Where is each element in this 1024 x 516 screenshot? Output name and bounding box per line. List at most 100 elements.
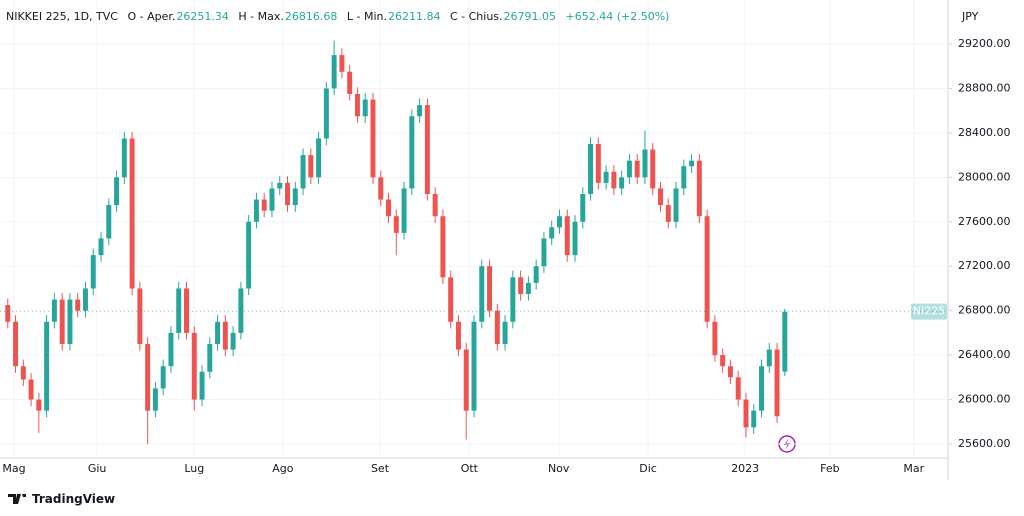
candle-body [549, 227, 555, 239]
candle-body [20, 366, 26, 380]
candle-body [277, 182, 283, 189]
candle-body [114, 177, 120, 206]
x-tick-label: 2023 [731, 462, 759, 475]
candle-body [572, 221, 578, 256]
candle-body [261, 199, 267, 211]
candle-body [595, 144, 601, 183]
candle-body [5, 305, 11, 322]
candle-body [323, 88, 329, 139]
candle-body [463, 349, 469, 411]
y-tick-label: 28400.00 [958, 126, 1011, 139]
candle-body [751, 410, 757, 428]
candle-body [238, 288, 244, 333]
candle-body [735, 377, 741, 400]
candle-body [611, 171, 617, 189]
candle-body [44, 321, 50, 411]
brand-text: TradingView [32, 492, 116, 506]
candle-body [673, 188, 679, 222]
candle-body [191, 332, 197, 400]
candle-body [417, 105, 423, 117]
candle-body [471, 321, 477, 411]
x-tick-label: Feb [820, 462, 839, 475]
candle-body [479, 266, 485, 322]
x-tick-label: Giu [88, 462, 107, 475]
candle-body [603, 171, 609, 183]
ohlc-label: H - Max. [238, 10, 284, 23]
x-tick-label: Ott [461, 462, 479, 475]
ohlc-value: 26251.34 [176, 10, 229, 23]
candle-body [75, 299, 81, 311]
candle-body [331, 55, 337, 89]
y-unit: JPY [961, 10, 979, 23]
candle-body [487, 266, 493, 311]
candle-body [782, 311, 788, 372]
candle-body [766, 349, 772, 367]
x-tick-label: Ago [272, 462, 294, 475]
candle-body [393, 216, 399, 233]
ohlc-value: 26816.68 [284, 10, 338, 23]
candle-body [658, 188, 663, 206]
x-tick-label: Dic [639, 462, 657, 475]
candle-body [160, 366, 166, 389]
x-tick-label: Lug [184, 462, 204, 475]
candle-body [362, 99, 368, 117]
candle-body [98, 238, 104, 256]
candle-body [510, 277, 516, 322]
candle-body [129, 138, 135, 289]
candle-body [285, 182, 290, 206]
change: +652.44 (+2.50%) [565, 10, 670, 23]
candle-body [292, 188, 298, 206]
candle-body [455, 321, 461, 350]
candle-body [494, 310, 500, 344]
candle-body [774, 349, 780, 417]
symbol-label: NI225 [913, 305, 945, 318]
candle-body [502, 321, 508, 344]
candle-body [59, 299, 65, 344]
candle-body [448, 277, 454, 322]
candle-body [300, 155, 306, 189]
x-tick-label: Nov [548, 462, 570, 475]
candle-body [588, 144, 594, 194]
candle-body [541, 238, 547, 267]
y-tick-label: 26000.00 [958, 393, 1011, 406]
candle-body [13, 321, 19, 367]
ohlc-label: C - Chius. [449, 10, 503, 23]
candle-body [743, 399, 749, 428]
candle-body [626, 160, 632, 178]
brand-logo [8, 494, 26, 504]
y-tick-label: 26400.00 [958, 348, 1011, 361]
chart: JPY 25600.00 26000.00 26400.00 26800.00 2720… [0, 0, 1011, 480]
candle-body [207, 344, 213, 372]
x-tick-label: Mar [903, 462, 924, 475]
candle-body [440, 216, 446, 278]
y-tick-label: 25600.00 [958, 437, 1011, 450]
candle-body [316, 138, 322, 178]
candle-body [339, 55, 345, 72]
candle-body [215, 321, 221, 344]
candle-body [619, 177, 625, 189]
candle-body [145, 344, 151, 411]
symbol-title: NIKKEI 225, 1D, TVC [6, 10, 118, 23]
brand[interactable]: TradingView [8, 492, 115, 506]
candle-body [518, 277, 524, 294]
x-tick-label: Set [371, 462, 390, 475]
y-tick-label: 27600.00 [958, 215, 1011, 228]
candle-body [432, 194, 438, 217]
candle-body [184, 288, 189, 333]
candle-body [347, 71, 353, 94]
candle-body [386, 199, 392, 217]
candle-body [665, 205, 671, 222]
candle-body [152, 388, 158, 411]
y-tick-label: 28800.00 [958, 81, 1011, 94]
candle-body [409, 116, 415, 189]
candle-body [230, 332, 236, 350]
candle-body [36, 399, 42, 411]
candle-body [67, 299, 73, 344]
candle-body [354, 94, 360, 117]
candle-body [378, 177, 384, 200]
candle-body [269, 188, 275, 211]
candle-body [634, 160, 640, 178]
candle-body [176, 288, 182, 333]
candle-body [28, 379, 34, 400]
